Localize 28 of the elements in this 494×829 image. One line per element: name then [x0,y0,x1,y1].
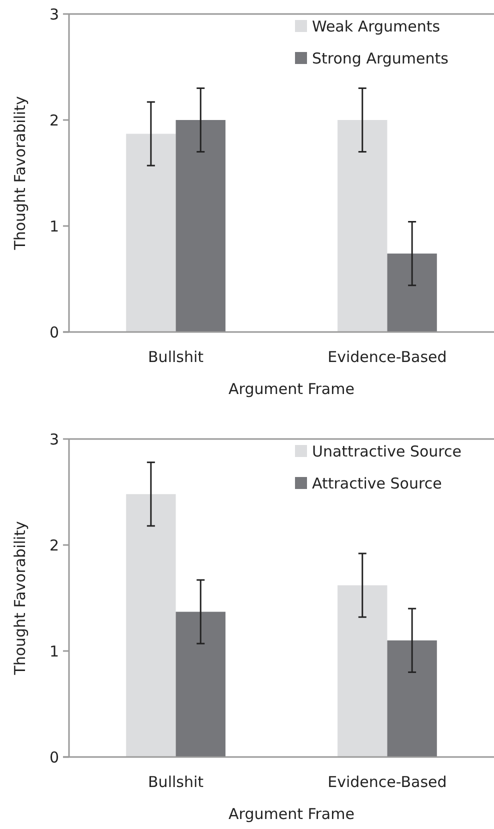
y-tick-label: 1 [49,217,59,236]
y-tick-label: 2 [49,536,59,554]
bar [387,640,437,757]
bar [176,120,226,332]
y-tick-label: 2 [49,111,59,130]
bar [338,585,388,757]
y-axis-title: Thought Favorability [11,96,29,251]
y-axis-title: Thought Favorability [11,521,29,676]
bar [338,120,388,332]
x-tick-label: Bullshit [148,348,204,366]
x-tick-label: Evidence-Based [328,348,447,366]
y-tick-label: 0 [49,323,59,342]
y-tick-label: 3 [49,430,59,448]
bar [176,612,226,757]
x-tick-label: Bullshit [148,773,204,791]
y-tick-label: 3 [49,5,59,24]
y-tick-label: 0 [49,748,59,766]
bar [126,134,176,332]
x-axis-title: Argument Frame [228,380,354,398]
y-tick-label: 1 [49,642,59,660]
legend-label: Attractive Source [312,474,442,492]
bar [126,494,176,757]
x-tick-label: Evidence-Based [328,773,447,791]
bar [387,254,437,332]
legend-label: Unattractive Source [312,442,462,460]
legend-label: Strong Arguments [312,49,449,68]
x-axis-title: Argument Frame [228,805,354,823]
legend-label: Weak Arguments [312,17,440,36]
